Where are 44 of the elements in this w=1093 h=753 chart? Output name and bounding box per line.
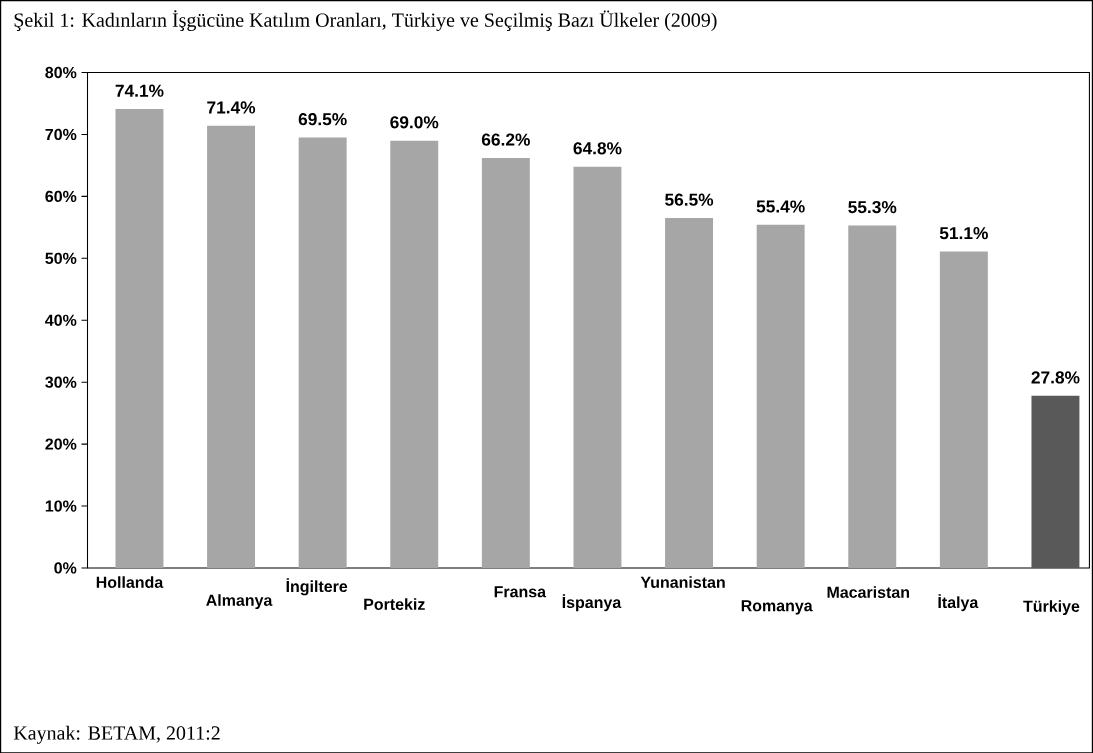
y-tick-label: 0% xyxy=(54,562,77,574)
x-tick-label: İtalya xyxy=(938,594,979,612)
y-tick-label: 40% xyxy=(45,314,77,326)
x-tick-label: Portekiz xyxy=(364,598,425,610)
text: Kaynak: BETAM, 2011:2 xyxy=(13,725,220,744)
data-label: 74.1% xyxy=(115,84,164,97)
x-tick-label: İngiltere xyxy=(286,578,348,596)
y-tick-label: 30% xyxy=(45,376,77,388)
x-tick-label: Türkiye xyxy=(1023,600,1080,615)
chart-title: Şekil 1: Kadınların İşgücüne Katılım Oranları, Türkiye ve Seçilmiş Bazı Ülkeler (2009) xyxy=(14,9,717,31)
bar xyxy=(665,217,714,568)
x-tick-label: Almanya xyxy=(206,594,273,609)
bar xyxy=(848,225,897,568)
data-label: 55.3% xyxy=(848,200,897,214)
x-tick-label: Hollanda xyxy=(96,576,164,588)
data-label: 27.8% xyxy=(1031,371,1080,384)
x-tick-label: Romanya xyxy=(741,600,813,615)
data-label: 69.0% xyxy=(390,115,439,129)
bar xyxy=(756,224,805,568)
y-tick-label: 70% xyxy=(45,128,77,140)
x-tick-label: Macaristan xyxy=(827,586,909,598)
bar xyxy=(207,125,256,568)
y-tick-label: 50% xyxy=(45,252,77,264)
bar xyxy=(939,251,988,568)
data-label: 51.1% xyxy=(939,226,988,240)
bar xyxy=(390,140,439,568)
data-label: 66.2% xyxy=(481,133,530,146)
bar xyxy=(481,157,530,568)
bar xyxy=(573,166,622,568)
y-tick-label: 20% xyxy=(45,438,77,450)
data-label: 64.8% xyxy=(573,141,622,155)
bar xyxy=(115,108,164,568)
bar xyxy=(1031,395,1080,568)
y-tick-label: 80% xyxy=(45,66,77,78)
y-tick-label: 10% xyxy=(45,500,77,512)
data-label: 69.5% xyxy=(298,112,347,126)
x-tick-label: Fransa xyxy=(494,586,547,598)
y-tick-label: 60% xyxy=(45,190,77,202)
data-label: 56.5% xyxy=(665,193,714,206)
data-label: 71.4% xyxy=(207,101,256,114)
bar xyxy=(298,137,347,568)
x-tick-label: Yunanistan xyxy=(640,576,725,588)
data-label: 55.4% xyxy=(756,200,805,213)
x-tick-label: İspanya xyxy=(562,594,622,612)
